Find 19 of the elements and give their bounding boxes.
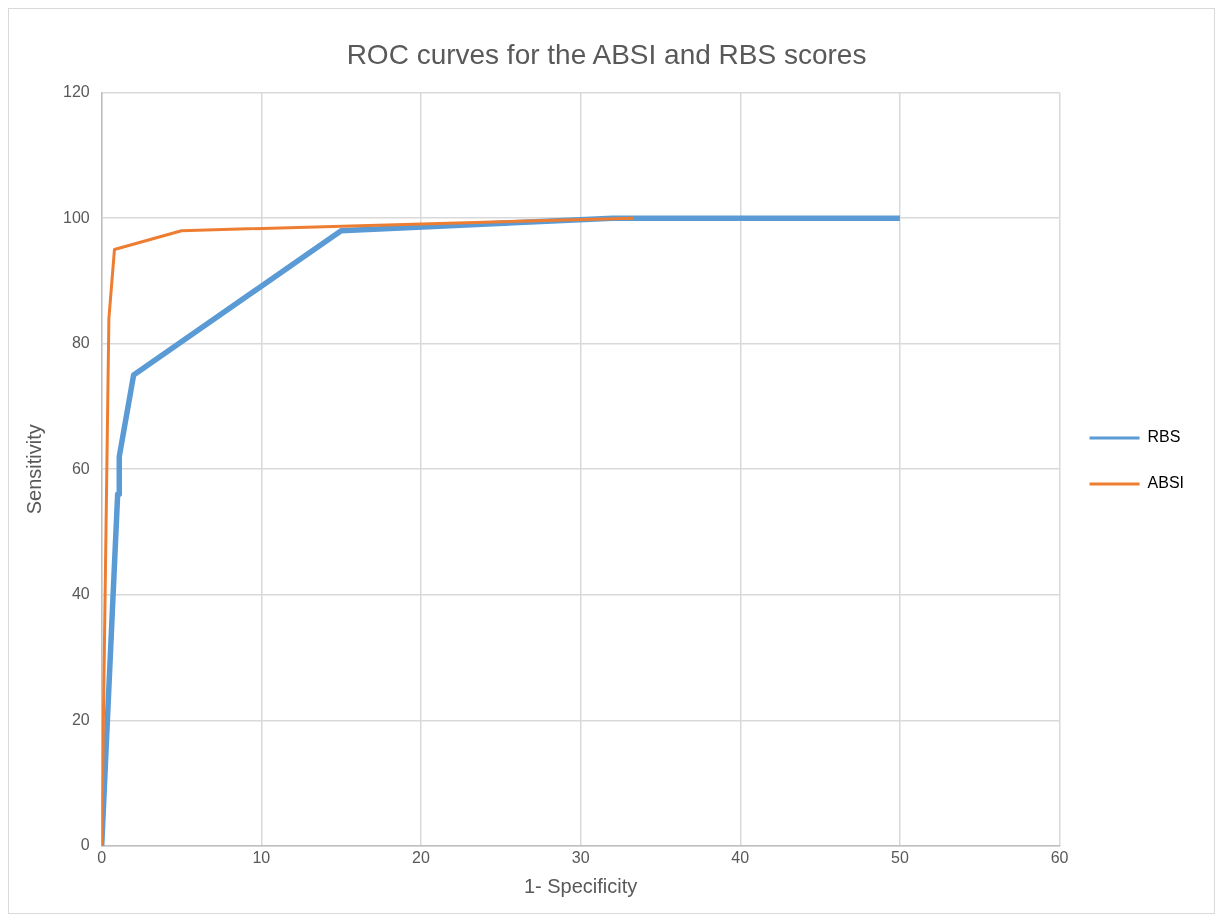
y-tick-label: 20 <box>71 710 90 728</box>
x-tick-label: 30 <box>571 848 590 866</box>
x-axis-title: 1- Specificity <box>523 874 638 897</box>
legend-label: RBS <box>1147 428 1181 446</box>
y-tick-label: 60 <box>71 459 90 477</box>
y-tick-label: 100 <box>62 208 90 226</box>
y-tick-label: 0 <box>80 836 90 854</box>
x-tick-label: 0 <box>97 848 107 866</box>
x-tick-label: 10 <box>252 848 271 866</box>
y-tick-label: 40 <box>71 585 90 603</box>
y-tick-label: 80 <box>71 334 90 352</box>
legend-label: ABSI <box>1147 474 1185 492</box>
chart-title: ROC curves for the ABSI and RBS scores <box>346 38 867 70</box>
y-axis-title: Sensitivity <box>22 424 45 515</box>
x-tick-label: 40 <box>731 848 750 866</box>
x-tick-label: 50 <box>891 848 909 866</box>
x-tick-label: 60 <box>1050 848 1069 866</box>
y-tick-label: 120 <box>62 83 90 101</box>
x-tick-label: 20 <box>412 848 430 866</box>
